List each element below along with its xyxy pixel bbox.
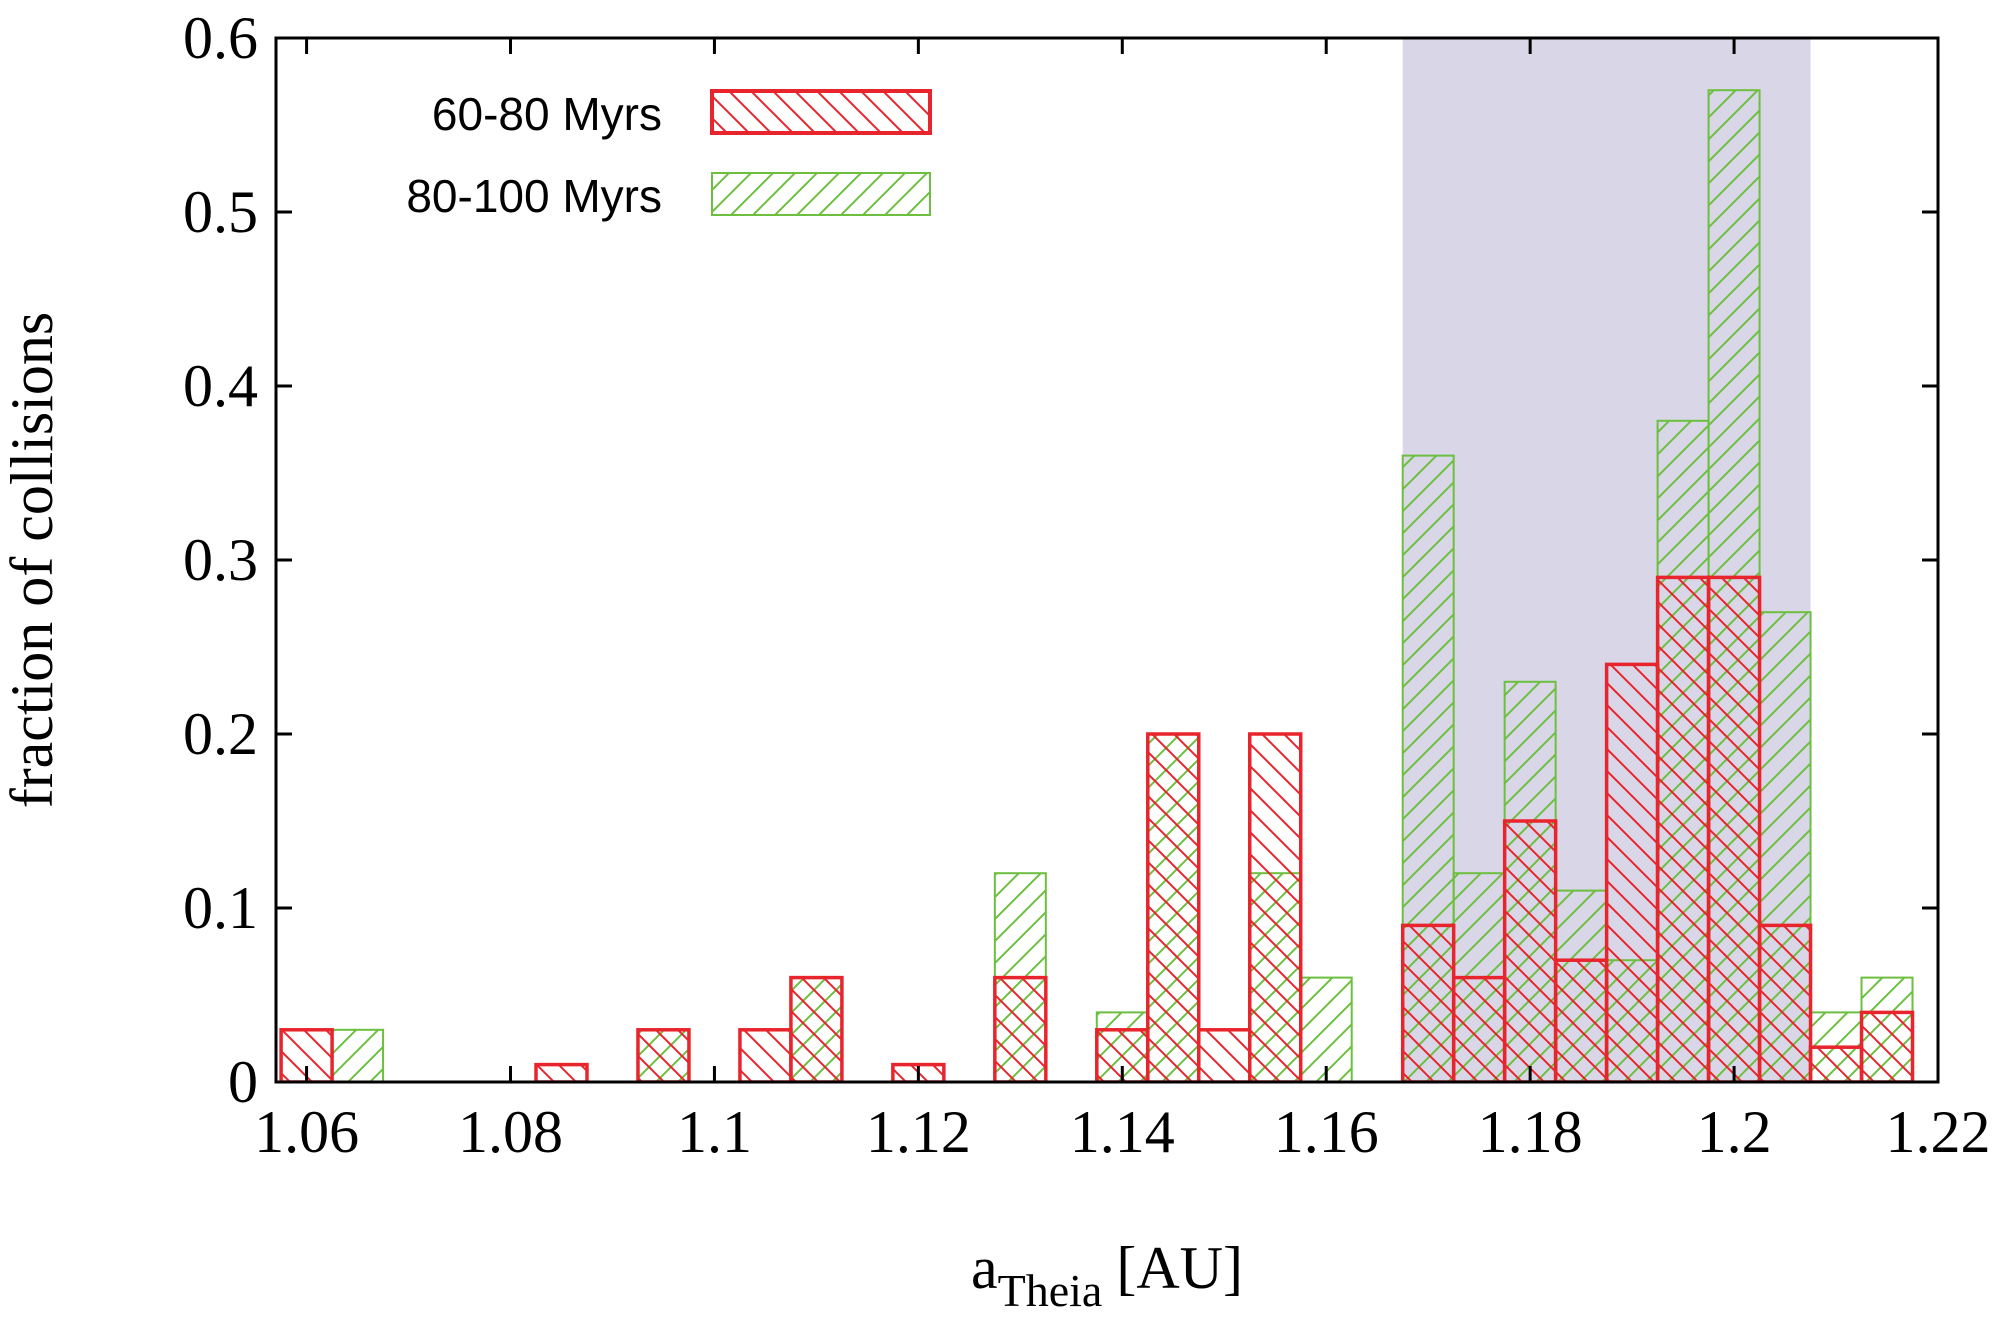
bar-60-80-1: [534, 1062, 589, 1082]
bar-60-80-7: [1095, 1028, 1150, 1082]
bar-60-80-15: [1604, 662, 1660, 1082]
legend-label-60-80: 60-80 Myrs: [432, 88, 662, 140]
series-60-80-bars: [279, 575, 1915, 1082]
legend-label-80-100: 80-100 Myrs: [406, 170, 662, 222]
bar-60-80-8: [1146, 732, 1201, 1082]
x-axis-label: aTheia [AU]: [971, 1235, 1243, 1316]
bar-60-80-4: [789, 975, 844, 1082]
plot-frame: [274, 36, 1940, 1084]
x-tick-label: 1.18: [1478, 1099, 1583, 1165]
x-tick-label: 1.22: [1886, 1099, 1991, 1165]
x-axis-label-main: a: [971, 1235, 998, 1301]
bar-80-100-0: [331, 1028, 385, 1082]
x-tick-label: 1.06: [254, 1099, 359, 1165]
bar-60-80-19: [1808, 1045, 1864, 1082]
legend-swatch-60-80: [710, 89, 932, 135]
y-tick-label: 0.3: [183, 527, 258, 593]
bar-80-100-7: [1299, 976, 1353, 1082]
bar-60-80-13: [1502, 819, 1558, 1082]
bar-60-80-3: [738, 1028, 793, 1082]
bar-60-80-12: [1451, 975, 1507, 1082]
legend-swatch-80-100: [711, 172, 931, 216]
bar-60-80-17: [1706, 575, 1762, 1082]
bar-60-80-2: [636, 1028, 691, 1082]
bar-60-80-18: [1757, 923, 1813, 1082]
x-axis-label-unit: [AU]: [1116, 1235, 1243, 1301]
axis-ticks: 1.06 1.08 1.1 1.12 1.14 1.16 1.18 1.2 1.22 0 0.1 0.…: [183, 5, 1991, 1165]
y-tick-label: 0.6: [183, 5, 258, 71]
x-tick-label: 1.14: [1070, 1099, 1175, 1165]
x-tick-label: 1.1: [677, 1099, 752, 1165]
x-tick-label: 1.08: [458, 1099, 563, 1165]
bar-60-80-9: [1197, 1028, 1252, 1082]
y-tick-label: 0.4: [183, 353, 258, 419]
x-tick-label: 1.12: [866, 1099, 971, 1165]
bar-60-80-16: [1655, 575, 1711, 1082]
bar-60-80-20: [1859, 1010, 1915, 1082]
x-tick-label: 1.16: [1274, 1099, 1379, 1165]
bar-60-80-14: [1553, 958, 1609, 1082]
y-tick-label: 0.5: [183, 179, 258, 245]
x-tick-label: 1.2: [1697, 1099, 1772, 1165]
y-tick-label: 0: [228, 1049, 258, 1115]
y-axis-label: fraction of collisions: [0, 312, 65, 809]
y-tick-label: 0.1: [183, 875, 258, 941]
y-tick-label: 0.2: [183, 701, 258, 767]
legend: 60-80 Myrs 80-100 Myrs: [406, 88, 932, 222]
x-axis-label-subscript: Theia: [998, 1265, 1103, 1316]
bar-60-80-6: [993, 975, 1048, 1082]
bar-60-80-11: [1400, 923, 1456, 1082]
bar-60-80-10: [1247, 732, 1303, 1082]
